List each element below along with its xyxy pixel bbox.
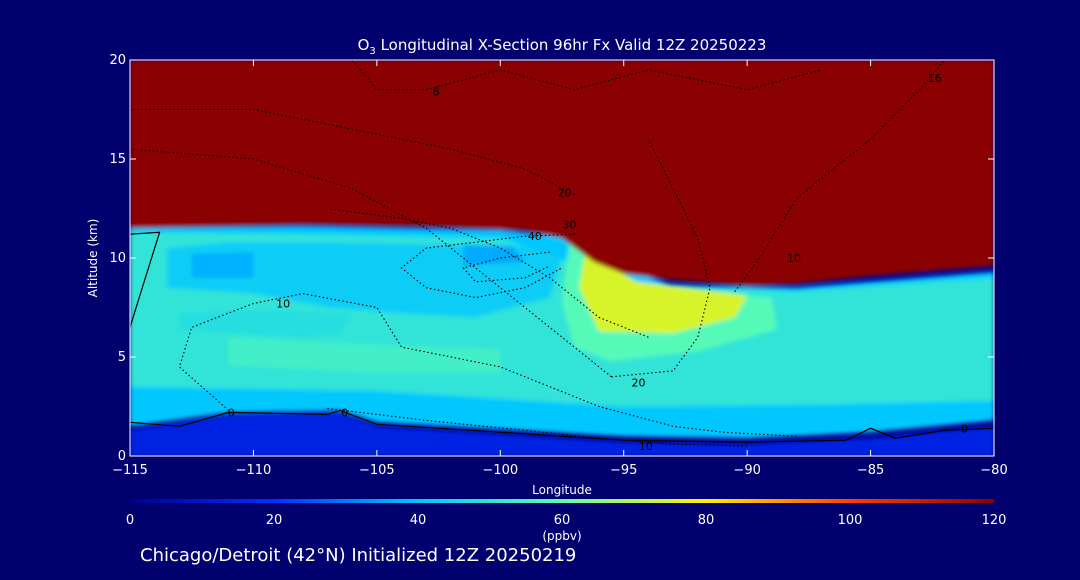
contour-line-8 bbox=[400, 233, 575, 299]
contour-label-9: 6 bbox=[433, 86, 440, 99]
ozone-region-0 bbox=[130, 412, 994, 456]
contour-label-0: 0 bbox=[228, 406, 235, 419]
x-tick-label-4: −95 bbox=[610, 463, 637, 478]
ozone-region-8 bbox=[228, 337, 501, 373]
contour-label-11: 10 bbox=[639, 440, 653, 453]
y-tick-label-2: 10 bbox=[109, 251, 126, 266]
x-tick-label-7: −80 bbox=[980, 463, 1007, 478]
x-tick-label-5: −90 bbox=[733, 463, 760, 478]
contour-line-0 bbox=[130, 409, 994, 443]
ozone-region-9 bbox=[179, 309, 353, 338]
contour-label-2: 0 bbox=[961, 422, 968, 435]
ozone-field bbox=[130, 60, 994, 456]
contour-line-9 bbox=[462, 251, 550, 283]
y-tick-label-4: 20 bbox=[109, 53, 126, 68]
x-tick-label-1: −110 bbox=[236, 463, 272, 478]
contour-line-1 bbox=[130, 231, 161, 328]
x-tick-label-2: −105 bbox=[359, 463, 395, 478]
colorbar-tick-label-4: 80 bbox=[698, 513, 715, 528]
ozone-region-5 bbox=[463, 244, 525, 266]
y-axis-title: Altitude (km) bbox=[86, 219, 100, 298]
contour-label-7: 30 bbox=[562, 218, 576, 231]
colorbar-tick-label-3: 60 bbox=[554, 513, 571, 528]
colorbar-unit: (ppbv) bbox=[542, 529, 581, 543]
ozone-region-4 bbox=[191, 252, 254, 278]
y-tick-label-1: 5 bbox=[118, 350, 126, 365]
x-tick-label-6: −85 bbox=[857, 463, 884, 478]
colorbar-tick-label-1: 20 bbox=[266, 513, 283, 528]
chart-title: O3 Longitudinal X-Section 96hr Fx Valid … bbox=[358, 36, 767, 57]
y-axis: 0 5 10 15 20 bbox=[109, 53, 994, 464]
contour-label-6: 20 bbox=[558, 187, 572, 200]
colorbar-tick-label-0: 0 bbox=[126, 513, 134, 528]
contour-label-1: 0 bbox=[341, 406, 348, 419]
colorbar-tick-label-5: 100 bbox=[838, 513, 863, 528]
x-tick-label-0: −115 bbox=[112, 463, 148, 478]
colorbar-ticks: 0 20 40 60 80 100 120 bbox=[126, 513, 1007, 528]
y-tick-label-3: 15 bbox=[109, 152, 126, 167]
init-time-footer: Chicago/Detroit (42°N) Initialized 12Z 2… bbox=[140, 545, 576, 566]
colorbar-tick-label-6: 120 bbox=[982, 513, 1007, 528]
ozone-region-7 bbox=[579, 244, 748, 334]
contour-labels: 0 0 0 10 10 20 20 30 40 6 16 10 bbox=[228, 72, 968, 453]
contour-label-8: 40 bbox=[528, 230, 542, 243]
colorbar bbox=[130, 499, 994, 503]
ozone-region-3 bbox=[167, 242, 562, 318]
x-tick-label-3: −100 bbox=[482, 463, 518, 478]
y-tick-label-0: 0 bbox=[118, 449, 126, 464]
contour-label-10: 16 bbox=[928, 72, 942, 85]
contour-label-3: 10 bbox=[276, 298, 290, 311]
contour-label-4: 10 bbox=[787, 252, 801, 265]
ozone-region-10 bbox=[130, 60, 994, 286]
contour-label-5: 20 bbox=[632, 377, 646, 390]
x-axis: −115 −110 −105 −100 −95 −90 −85 −80 bbox=[112, 60, 1008, 478]
colorbar-tick-label-2: 40 bbox=[410, 513, 427, 528]
contour-line-7 bbox=[327, 207, 649, 338]
x-axis-title: Longitude bbox=[532, 483, 592, 497]
contour-line-5 bbox=[611, 138, 711, 378]
contour-lines bbox=[130, 60, 994, 447]
